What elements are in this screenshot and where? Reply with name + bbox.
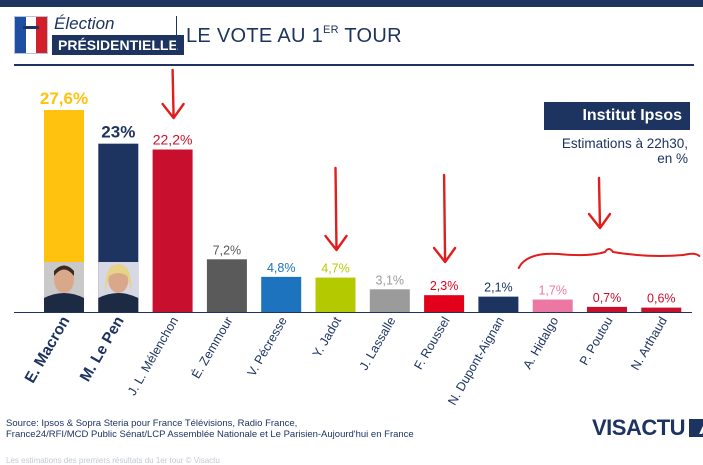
value-label-e-zemmour: 7,2% [213, 243, 242, 257]
value-label-p-poutou: 0,7% [593, 291, 622, 305]
bar-j-l-melenchon [152, 149, 193, 312]
category-label-e-macron: E. Macron [22, 314, 74, 387]
category-label-n-arthaud: N. Arthaud [628, 314, 670, 372]
bar-v-pecresse [261, 276, 302, 312]
title-main: LE VOTE AU 1 [186, 25, 323, 47]
title-sup: ER [323, 24, 339, 36]
bar-f-roussel [424, 295, 465, 312]
brand-logo: VISACTU [592, 414, 703, 442]
photo-face-e-macron [54, 267, 74, 293]
source-line-2: France24/RFI/MCD Public Sénat/LCP Assemb… [6, 429, 414, 440]
category-label-j-l-melenchon: J. L. Mélenchon [125, 314, 181, 397]
estimate-line-2: en % [657, 151, 688, 166]
header-divider [176, 16, 177, 54]
category-label-a-hidalgo: A. Hidalgo [520, 314, 561, 371]
category-label-y-jadot: Y. Jadot [310, 314, 345, 360]
value-label-j-l-melenchon: 22,2% [153, 132, 193, 148]
brand-mark-icon [689, 419, 703, 437]
category-label-f-roussel: F. Roussel [411, 315, 452, 373]
bar-p-poutou [587, 306, 627, 312]
bar-n-dupont-aignan [478, 296, 519, 312]
bar-y-jadot [315, 277, 356, 312]
value-label-v-pecresse: 4,8% [267, 261, 296, 275]
value-label-n-dupont-aignan: 2,1% [484, 281, 513, 295]
category-label-n-dupont-aignan: N. Dupont-Aignan [445, 314, 507, 407]
annotation-brace [517, 248, 701, 269]
annotation-arrow-y-jadot [324, 166, 348, 252]
category-label-v-pecresse: V. Pécresse [245, 314, 290, 378]
value-label-n-arthaud: 0,6% [647, 292, 676, 306]
source-note: Source: Ipsos & Sopra Steria pour France… [6, 418, 414, 440]
photo-suit-e-macron [44, 293, 84, 312]
top-bar [0, 0, 703, 7]
photo-suit-m-le-pen [98, 293, 139, 312]
photo-hair-e-macron [54, 265, 74, 276]
bar-e-zemmour [206, 259, 247, 312]
value-label-a-hidalgo: 1,7% [538, 284, 567, 298]
page-title: LE VOTE AU 1ER TOUR [186, 24, 402, 48]
presidentielle-label: PRÉSIDENTIELLE [52, 35, 184, 55]
category-label-m-le-pen: M. Le Pen [77, 314, 128, 385]
annotation-arrow-p-poutou [587, 176, 612, 230]
value-label-e-macron: 27,6% [40, 89, 88, 108]
value-label-m-le-pen: 23% [101, 123, 135, 142]
institute-badge: Institut Ipsos [544, 102, 690, 130]
value-label-y-jadot: 4,7% [321, 262, 350, 276]
title-end: TOUR [338, 25, 402, 47]
estimate-note: Estimations à 22h30, en % [520, 136, 688, 166]
header-rule [14, 64, 694, 66]
annotation-arrow-j-l-melenchon [161, 68, 185, 120]
category-label-p-poutou: P. Poutou [577, 314, 616, 367]
brand-name: VISACTU [592, 415, 686, 440]
bar-j-lassalle [369, 289, 410, 312]
ballot-box-icon [14, 16, 48, 54]
annotation-arrow-f-roussel [432, 173, 457, 264]
category-label-j-lassalle: J. Lassalle [357, 314, 399, 372]
election-label: Élection [54, 14, 115, 33]
value-label-f-roussel: 2,3% [430, 279, 459, 293]
photo-hair-m-le-pen [105, 264, 132, 292]
bar-n-arthaud [641, 307, 682, 312]
estimate-line-1: Estimations à 22h30, [561, 136, 688, 151]
source-line-1: Source: Ipsos & Sopra Steria pour France… [6, 418, 298, 429]
category-label-e-zemmour: É. Zemmour [188, 314, 235, 381]
value-label-j-lassalle: 3,1% [376, 273, 405, 287]
bar-a-hidalgo [532, 299, 573, 312]
